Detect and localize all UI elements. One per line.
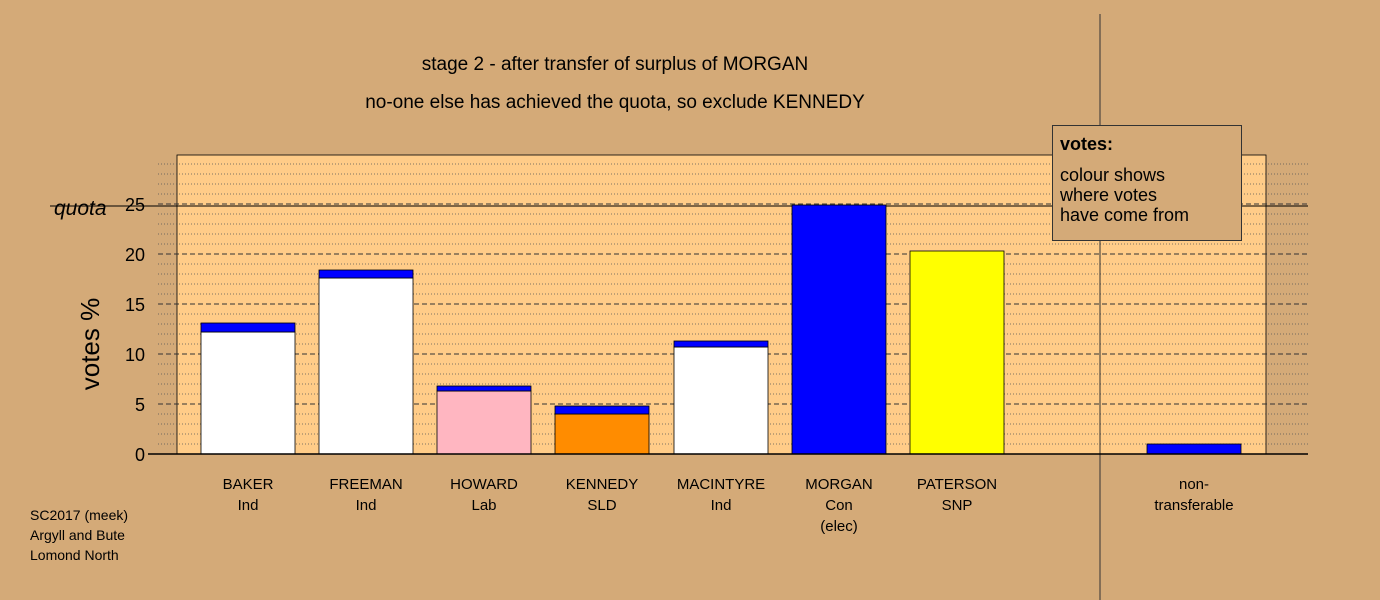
legend-line: have come from xyxy=(1060,205,1190,225)
chart-subtitle: no-one else has achieved the quota, so e… xyxy=(365,92,865,113)
y-tick-label: 20 xyxy=(125,245,145,265)
y-tick-label: 5 xyxy=(135,395,145,415)
footer-line: SC2017 (meek) xyxy=(30,507,129,523)
bar-segment xyxy=(436,390,532,455)
category-label: PATERSON xyxy=(917,476,997,493)
category-label: MORGAN xyxy=(805,476,873,493)
category-label: transferable xyxy=(1154,497,1233,514)
bar-segment xyxy=(791,204,887,455)
category-label: BAKER xyxy=(223,476,274,493)
y-tick-label: 15 xyxy=(125,295,145,315)
y-tick-label: 0 xyxy=(135,445,145,465)
y-tick-label: 10 xyxy=(125,345,145,365)
bar-segment xyxy=(554,413,650,455)
legend-title: votes: xyxy=(1060,134,1114,154)
category-label: non- xyxy=(1179,476,1209,493)
bar-segment xyxy=(673,340,769,348)
footer-line: Argyll and Bute xyxy=(30,527,125,543)
footer-info: SC2017 (meek) Argyll and Bute Lomond Nor… xyxy=(30,505,128,565)
quota-label: quota xyxy=(54,197,107,220)
bar-segment xyxy=(673,346,769,455)
category-label: (elec) xyxy=(820,518,858,535)
bar-segment xyxy=(554,405,650,415)
bar-segment xyxy=(318,277,414,455)
category-label: HOWARD xyxy=(450,476,518,493)
category-label: Lab xyxy=(471,497,496,514)
bar-segment xyxy=(200,331,296,455)
category-label: SNP xyxy=(942,497,973,514)
bar-segment xyxy=(436,385,532,392)
legend-line: colour shows xyxy=(1060,165,1166,185)
legend-box: votes: colour shows where votes have com… xyxy=(1052,125,1242,241)
category-label: MACINTYRE xyxy=(677,476,765,493)
chart-title: stage 2 - after transfer of surplus of M… xyxy=(421,54,809,75)
bar-segment xyxy=(200,322,296,333)
category-label: SLD xyxy=(587,497,616,514)
category-label: Ind xyxy=(711,497,732,514)
footer-line: Lomond North xyxy=(30,547,119,563)
y-tick-label: 25 xyxy=(125,195,145,215)
category-label: Ind xyxy=(356,497,377,514)
y-axis-label: votes % xyxy=(75,298,105,391)
bar-segment xyxy=(1146,443,1242,455)
bar-segment xyxy=(318,269,414,279)
category-label: KENNEDY xyxy=(566,476,639,493)
category-label: Ind xyxy=(238,497,259,514)
category-label: Con xyxy=(825,497,853,514)
legend-line: where votes xyxy=(1060,185,1158,205)
bar-segment xyxy=(909,250,1005,455)
category-label: FREEMAN xyxy=(329,476,402,493)
